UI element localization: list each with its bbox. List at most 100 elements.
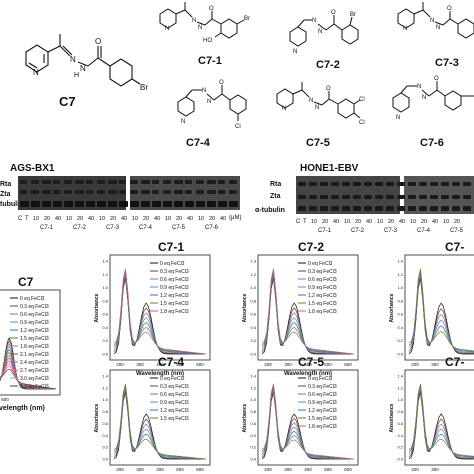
legend-entry: 1.2 eq FeCl3: [308, 408, 337, 414]
atom-n: N: [309, 98, 313, 104]
blot-band: [141, 201, 150, 207]
x-tick-label: 600: [344, 467, 352, 472]
dose-label: 20: [388, 219, 394, 225]
blot-band: [163, 201, 172, 207]
x-tick-label: 600: [196, 362, 204, 367]
x-tick-label: 300: [431, 362, 439, 367]
legend-entry: 0.3 eq FeCl3: [160, 269, 189, 275]
y-tick-label: 1.2: [102, 272, 108, 277]
lane-label: T: [303, 219, 307, 225]
blot-band: [320, 195, 328, 199]
spectrum-panel: C7-1 0.0 0.2 0.4 0.6 0.8 1.0 1.2 1.4 200 300 400 500…: [94, 240, 211, 377]
x-axis-label: avelength (nm): [0, 405, 45, 412]
atom-n: N: [80, 64, 86, 73]
x-tick-label: 300: [431, 467, 439, 472]
y-tick-label: 0.6: [397, 312, 403, 317]
legend-entry: 1.8 eq FeCl3: [20, 344, 49, 350]
legend-entry: 0.9 eq FeCl3: [160, 285, 189, 291]
plot-frame: [404, 254, 474, 361]
y-tick-label: 1.4: [397, 259, 403, 264]
dose-label: 20: [355, 219, 361, 225]
x-tick-label: 400: [156, 362, 164, 367]
structure-c7-4: [177, 85, 247, 121]
dose-label: 20: [143, 216, 149, 222]
blot-band: [174, 190, 183, 194]
blot-band: [31, 180, 39, 184]
x-tick-label: 600: [344, 362, 352, 367]
legend-entry: 0.3 eq FeCl3: [160, 384, 189, 390]
blot-band: [430, 182, 438, 186]
blot-band: [53, 201, 62, 207]
blot-band: [463, 182, 471, 186]
blot-band: [430, 206, 438, 211]
group-label: C7-4: [417, 228, 431, 234]
plot-frame: [257, 254, 359, 361]
atom-br: Br: [350, 12, 356, 18]
x-tick-label: 200: [411, 362, 419, 367]
atom-n: N: [315, 105, 319, 111]
blot-band: [298, 206, 306, 211]
blot-band: [130, 190, 138, 194]
x-tick-label: 200: [264, 467, 272, 472]
atom-o: O: [95, 37, 101, 46]
x-tick-label: 400: [304, 467, 312, 472]
blot-band: [386, 206, 394, 211]
blot-band: [320, 206, 328, 211]
atom-n: N: [403, 26, 407, 32]
blot-band: [353, 195, 361, 199]
blot-band: [463, 195, 471, 199]
x-tick-label: 200: [116, 362, 124, 367]
blot-right-row-label: Rta: [270, 181, 281, 188]
y-tick-label: 0.0: [102, 352, 108, 357]
atom-br: Br: [140, 83, 148, 92]
blot-band: [331, 206, 339, 211]
y-tick-label: 1.2: [250, 272, 256, 277]
legend-entry: 0 eq FeCl3: [160, 376, 185, 382]
group-label: C7-1: [318, 228, 332, 234]
dose-label: 20: [176, 216, 182, 222]
blot-band: [419, 182, 427, 186]
dose-label: 40: [55, 216, 61, 222]
dose-label: 20: [421, 219, 427, 225]
blot-band: [353, 206, 361, 211]
blot-band: [108, 190, 117, 194]
y-tick-label: 0.2: [250, 445, 256, 450]
legend-entry: 3.0 eq FeCl3: [20, 376, 49, 382]
label-c7-4: C7-4: [186, 137, 211, 149]
blot-band: [364, 206, 372, 211]
atom-h: H: [74, 72, 79, 79]
y-axis-label: Absorbance: [389, 403, 395, 432]
blot-band: [196, 180, 204, 184]
blot-band: [207, 201, 216, 207]
y-tick-label: 1.0: [250, 397, 256, 402]
blot-right-row-label: Zta: [270, 193, 281, 200]
blot-band: [353, 182, 361, 186]
legend-entry: 0 eq FeCl3: [20, 296, 45, 302]
plot-frame: [404, 369, 474, 466]
blot-band: [452, 206, 460, 211]
spectrum-series: [261, 268, 355, 355]
blot-band: [386, 182, 394, 186]
legend-entry: 0.3 eq FeCl3: [20, 304, 49, 310]
y-tick-label: 0.0: [250, 457, 256, 462]
blot-band: [441, 206, 449, 211]
blot-band: [463, 206, 471, 211]
y-tick-label: 0.4: [250, 433, 256, 438]
atom-n: N: [198, 25, 202, 31]
spectrum-series: [0, 369, 57, 390]
blot-band: [108, 201, 117, 207]
spectrum-panel: C7-4 0.0 0.2 0.4 0.6 0.8 1.0 1.2 1.4 200 300 400 500…: [94, 355, 211, 472]
legend-entry: 1.2 eq FeCl3: [160, 408, 189, 414]
structure-c7-1: [159, 2, 245, 39]
y-tick-label: 0.8: [102, 298, 108, 303]
blot-band: [119, 190, 126, 194]
dose-label: 20: [77, 216, 83, 222]
blot-band: [53, 180, 60, 184]
dose-label: 10: [165, 216, 171, 222]
atom-n: N: [312, 18, 316, 24]
blot-band: [419, 195, 427, 199]
x-tick-label: 400: [304, 362, 312, 367]
blot-band: [108, 180, 117, 184]
plot-frame: [109, 369, 211, 466]
